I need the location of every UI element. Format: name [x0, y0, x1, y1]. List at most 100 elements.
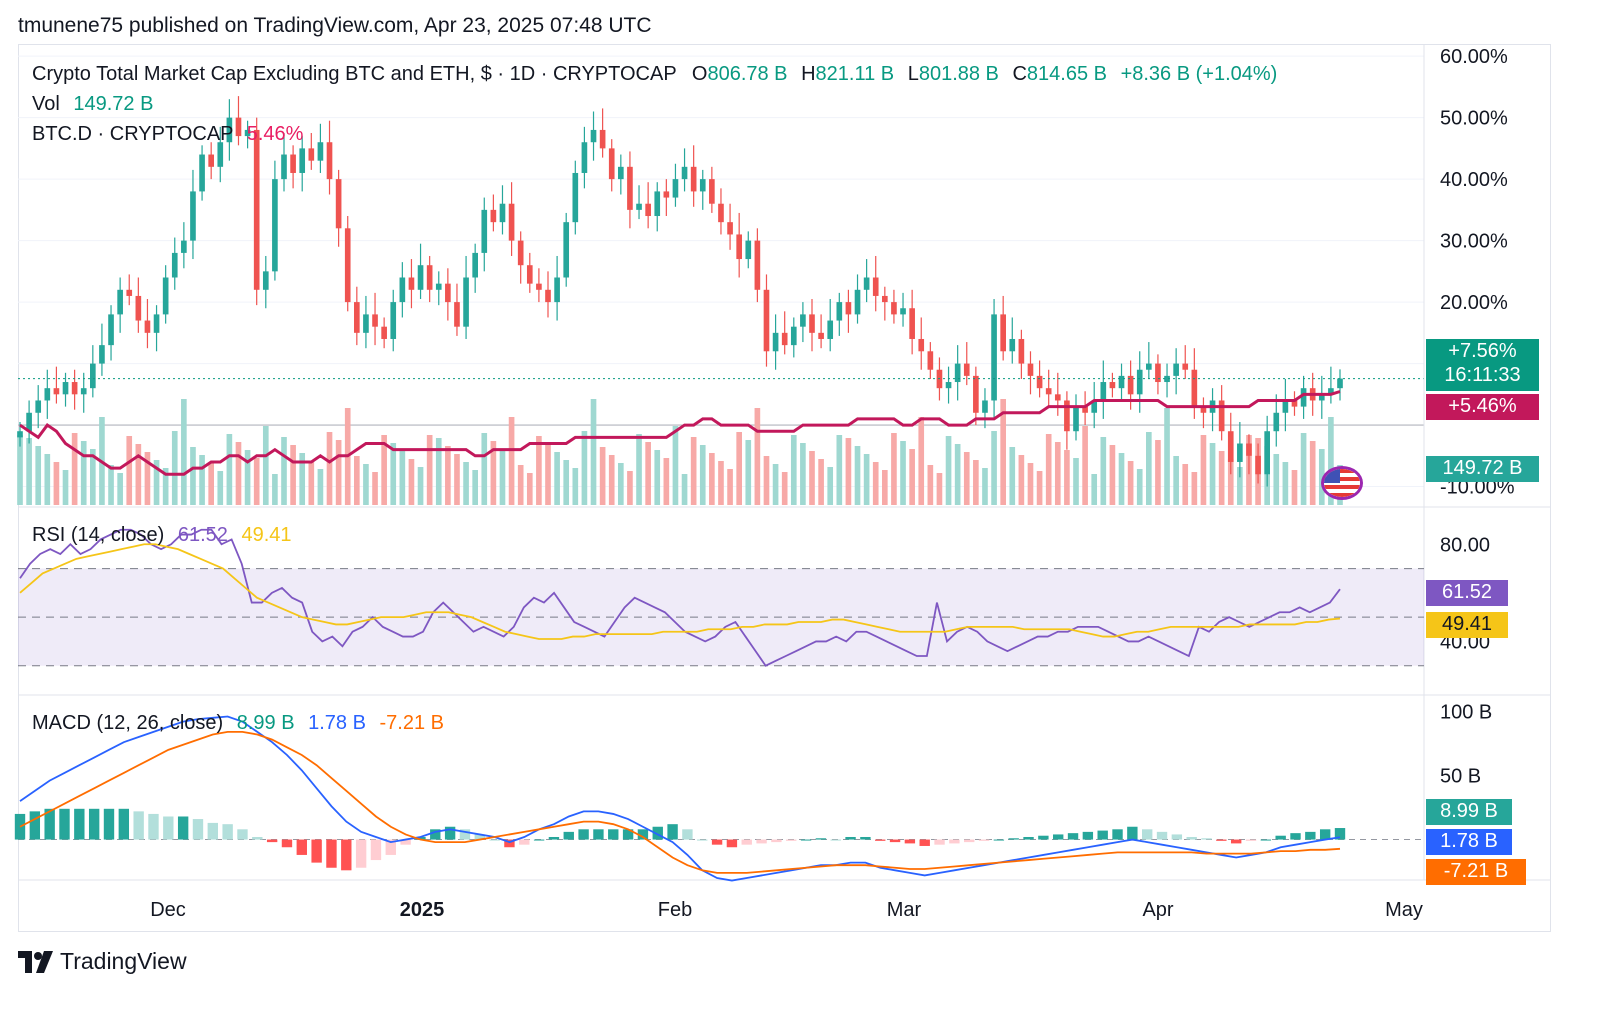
macd-histogram-bar	[949, 839, 960, 844]
candle-body	[117, 289, 123, 315]
candle-body	[108, 314, 114, 346]
candle-body	[126, 289, 133, 296]
volume-bar	[1237, 467, 1243, 505]
candle-body	[763, 289, 770, 352]
legend-macd-hist: 8.99 B	[236, 712, 295, 734]
volume-tag: 149.72 B	[1426, 456, 1539, 482]
volume-bar	[299, 453, 306, 505]
macd-histogram-bar	[444, 826, 456, 840]
macd-histogram-bar	[563, 831, 574, 840]
macd-histogram-bar	[830, 839, 841, 841]
volume-bar	[235, 442, 242, 505]
brand-name: TradingView	[60, 948, 187, 974]
candle-body	[727, 222, 733, 235]
macd-histogram-bar	[904, 839, 916, 844]
volume-bar	[672, 426, 679, 505]
macd-histogram-bar	[815, 838, 827, 840]
volume-bar	[190, 447, 196, 505]
volume-bar	[526, 473, 533, 505]
volume-bar	[954, 444, 961, 505]
volume-bar	[663, 458, 670, 505]
candle-body	[1300, 388, 1307, 407]
candle-body	[1164, 375, 1170, 383]
macd-signal-line	[19, 731, 1341, 874]
volume-bar	[654, 450, 661, 505]
volume-bar	[1073, 458, 1079, 505]
macd-histogram-bar	[1216, 839, 1227, 841]
macd-histogram-bar	[519, 839, 530, 845]
publisher-line: tmunene75 published on TradingView.com, …	[18, 14, 652, 37]
legend-low-label: L	[907, 63, 919, 85]
volume-bar	[62, 470, 69, 505]
candle-body	[281, 154, 287, 180]
macd-histogram-bar	[1275, 835, 1286, 840]
volume-bar	[1118, 453, 1125, 505]
volume-bar	[1109, 445, 1116, 505]
macd-histogram-bar	[29, 811, 41, 840]
volume-bar	[44, 454, 51, 505]
volume-bar	[1328, 417, 1334, 505]
volume-bar	[618, 463, 624, 505]
volume-bar	[317, 469, 324, 505]
candle-body	[973, 375, 979, 413]
volume-bar	[772, 464, 779, 505]
candle-body	[26, 412, 32, 432]
us-flag-icon[interactable]	[1321, 466, 1363, 500]
rsi-ma-line	[19, 543, 1341, 640]
macd-tick-label: 100 B	[1440, 701, 1492, 723]
candle-body	[1018, 338, 1025, 364]
candle-body	[1064, 400, 1070, 432]
candle-body	[991, 314, 997, 401]
macd-histogram-bar	[919, 839, 930, 846]
volume-bar	[991, 431, 997, 505]
volume-bar	[499, 449, 506, 505]
volume-bar	[17, 435, 23, 505]
volume-bar	[1127, 461, 1134, 505]
candle-body	[326, 142, 333, 180]
legend-rsi-ma: 49.41	[241, 524, 292, 546]
macd-histogram-bar	[1230, 839, 1242, 844]
candle-body	[581, 142, 588, 173]
macd-histogram-bar	[1142, 829, 1153, 840]
volume-bar	[681, 474, 688, 505]
macd-signal-tag: -7.21 B	[1426, 859, 1526, 885]
macd-histogram-bar	[1186, 836, 1197, 840]
volume-bar	[1082, 426, 1088, 505]
macd-histogram-bar	[44, 808, 55, 840]
macd-histogram-bar	[355, 839, 367, 868]
macd-histogram-bar	[74, 808, 85, 840]
macd-histogram-bar	[1038, 835, 1049, 840]
candle-body	[536, 283, 542, 290]
legend-open-label: O	[691, 63, 708, 85]
volume-bar	[945, 436, 952, 505]
volume-bar	[909, 449, 915, 505]
volume-bar	[454, 454, 460, 505]
macd-histogram-bar	[474, 834, 485, 840]
candle-body	[1264, 431, 1270, 475]
volume-bar	[508, 417, 515, 505]
volume-bar	[1146, 432, 1152, 505]
macd-histogram-bar	[370, 839, 382, 861]
candle-body	[1118, 375, 1125, 389]
volume-bar	[1227, 459, 1234, 505]
price-tick-label: 30.00%	[1440, 231, 1508, 253]
macd-histogram-bar	[192, 819, 204, 840]
volume-bar	[982, 468, 988, 505]
legend-close-label: C	[1012, 63, 1027, 85]
macd-histogram-bar	[978, 839, 990, 841]
candle-body	[472, 252, 478, 278]
candle-body	[709, 179, 715, 204]
price-tag-countdown: 16:11:33	[1444, 364, 1521, 386]
candle-body	[590, 129, 597, 143]
volume-bar	[818, 459, 824, 505]
candle-body	[1054, 394, 1061, 401]
macd-histogram-bar	[741, 839, 752, 845]
volume-bar	[426, 435, 433, 505]
macd-histogram-bar	[800, 839, 812, 841]
macd-tick-label: 50 B	[1440, 765, 1481, 787]
volume-bar	[554, 452, 560, 505]
volume-bar	[490, 441, 497, 505]
tradingview-brand[interactable]: TradingView	[18, 948, 187, 975]
volume-bar	[53, 462, 60, 505]
